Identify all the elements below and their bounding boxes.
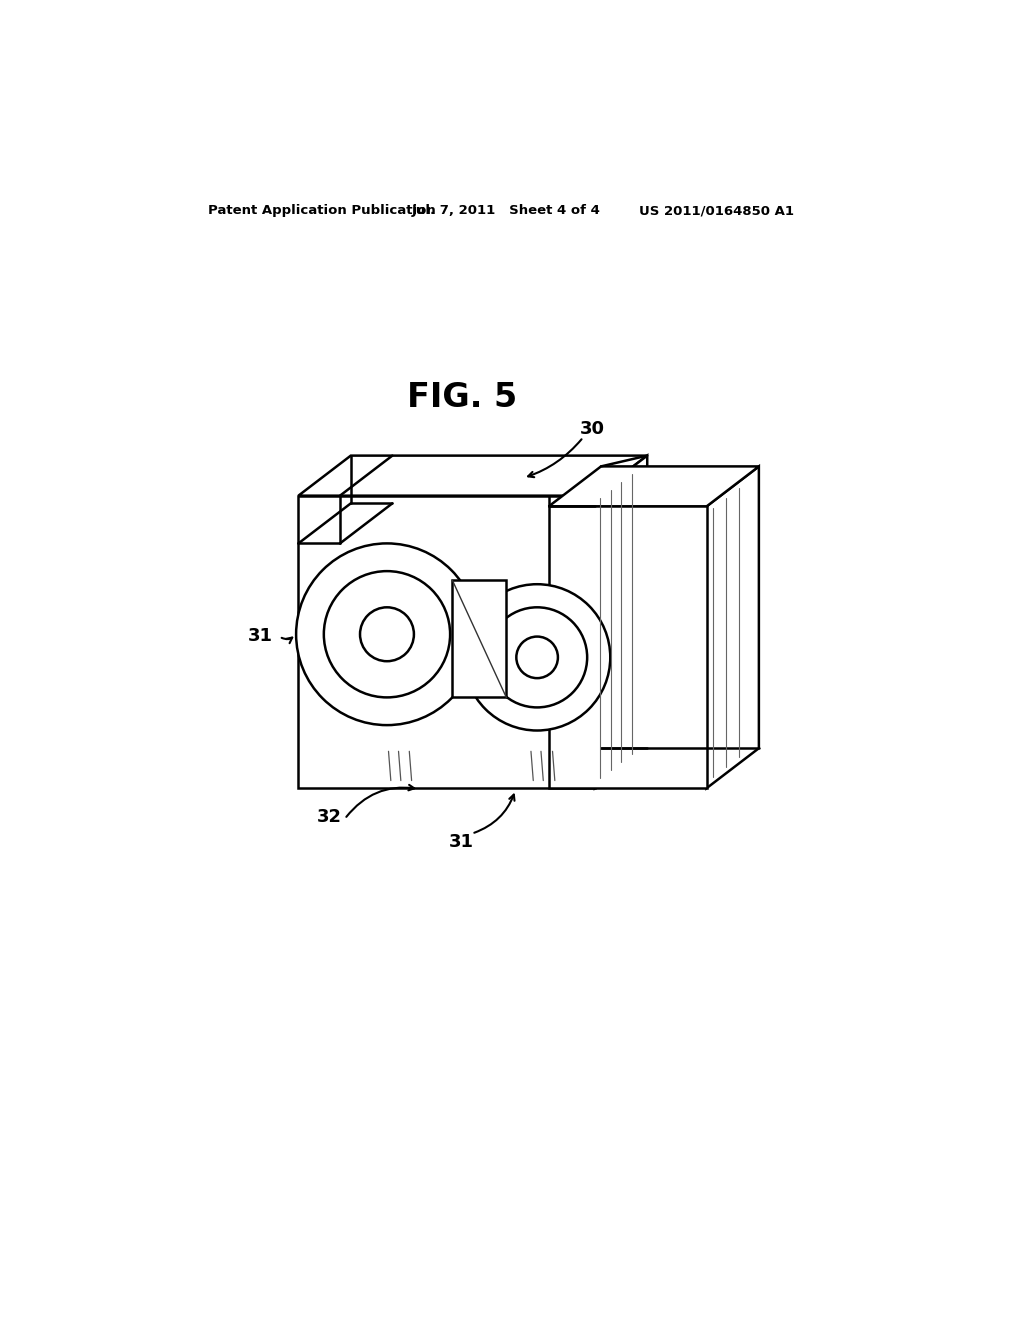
Text: Jul. 7, 2011   Sheet 4 of 4: Jul. 7, 2011 Sheet 4 of 4 bbox=[412, 205, 600, 218]
Polygon shape bbox=[549, 507, 707, 788]
Text: 31: 31 bbox=[450, 833, 474, 851]
Circle shape bbox=[296, 544, 478, 725]
Polygon shape bbox=[453, 581, 506, 697]
Polygon shape bbox=[707, 466, 759, 788]
Polygon shape bbox=[595, 455, 647, 788]
Text: 32: 32 bbox=[316, 808, 342, 826]
Text: US 2011/0164850 A1: US 2011/0164850 A1 bbox=[639, 205, 794, 218]
Text: 30: 30 bbox=[580, 421, 605, 438]
Text: FIG. 5: FIG. 5 bbox=[407, 380, 517, 413]
Text: Patent Application Publication: Patent Application Publication bbox=[208, 205, 435, 218]
Text: 31: 31 bbox=[248, 627, 272, 644]
Polygon shape bbox=[298, 496, 595, 788]
Polygon shape bbox=[298, 455, 647, 496]
Polygon shape bbox=[549, 466, 759, 507]
Circle shape bbox=[464, 585, 610, 730]
